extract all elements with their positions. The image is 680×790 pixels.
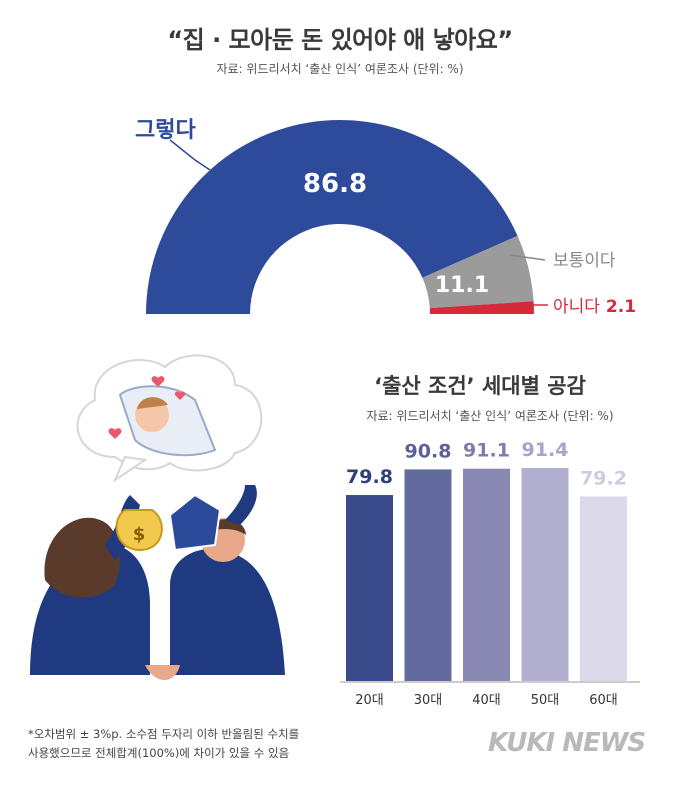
page-source: 자료: 위드리서치 ‘출산 인식’ 여론조사 (단위: %) bbox=[216, 62, 464, 76]
heart-icon bbox=[108, 376, 186, 439]
baby-icon bbox=[118, 385, 217, 457]
donut-slice-3 bbox=[429, 301, 534, 314]
footnote: *오차범위 ± 3%p. 소수점 두자리 이하 반올림된 수치를 사용했으므로 … bbox=[28, 725, 299, 763]
donut-leader-line bbox=[509, 254, 546, 261]
donut-category-label: 보통이다 bbox=[553, 251, 616, 271]
footnote-line-1: *오차범위 ± 3%p. 소수점 두자리 이하 반올림된 수치를 bbox=[28, 727, 300, 741]
bar-category-label: 40대 bbox=[472, 693, 501, 708]
donut-value-label: 2.1 bbox=[606, 297, 636, 317]
donut-value-label: 86.8 bbox=[303, 169, 367, 199]
bar-category-label: 20대 bbox=[355, 693, 384, 708]
donut-category-label: 그렇다 bbox=[135, 118, 196, 143]
bar-category-label: 60대 bbox=[589, 693, 618, 708]
couple-illustration: $ bbox=[30, 354, 285, 680]
bar-value-label: 90.8 bbox=[405, 440, 452, 462]
bar-value-label: 79.2 bbox=[580, 467, 627, 489]
svg-text:$: $ bbox=[133, 524, 146, 545]
bar-chart-title: ‘출산 조건’ 세대별 공감 bbox=[374, 374, 586, 398]
money-bag-icon: $ bbox=[115, 509, 163, 552]
donut-value-label: 11.1 bbox=[435, 273, 489, 298]
bar-value-label: 91.1 bbox=[463, 440, 510, 462]
page-title: “집 · 모아둔 돈 있어야 애 낳아요” bbox=[167, 26, 513, 54]
bar-20대 bbox=[346, 495, 393, 681]
bar-category-label: 50대 bbox=[531, 693, 560, 708]
donut-slice-2 bbox=[422, 235, 534, 309]
bar-value-label: 91.4 bbox=[522, 439, 569, 461]
donut-slice-1 bbox=[146, 120, 518, 315]
bar-30대 bbox=[404, 469, 452, 681]
bar-chart-source: 자료: 위드리서치 ‘출산 인식’ 여론조사 (단위: %) bbox=[366, 409, 614, 423]
bar-value-label: 79.8 bbox=[346, 466, 393, 488]
bar-category-label: 30대 bbox=[414, 693, 443, 708]
footnote-line-2: 사용했으므로 전체합계(100%)에 차이가 있을 수 있음 bbox=[28, 746, 290, 760]
donut-category-label: 아니다 2.1 bbox=[553, 297, 636, 317]
bar-50대 bbox=[521, 468, 569, 681]
bar-40대 bbox=[463, 468, 510, 681]
bar-60대 bbox=[580, 496, 627, 681]
donut-leader-line bbox=[169, 139, 211, 171]
house-icon bbox=[168, 493, 222, 552]
publisher-logo: KUKI NEWS bbox=[488, 728, 646, 758]
